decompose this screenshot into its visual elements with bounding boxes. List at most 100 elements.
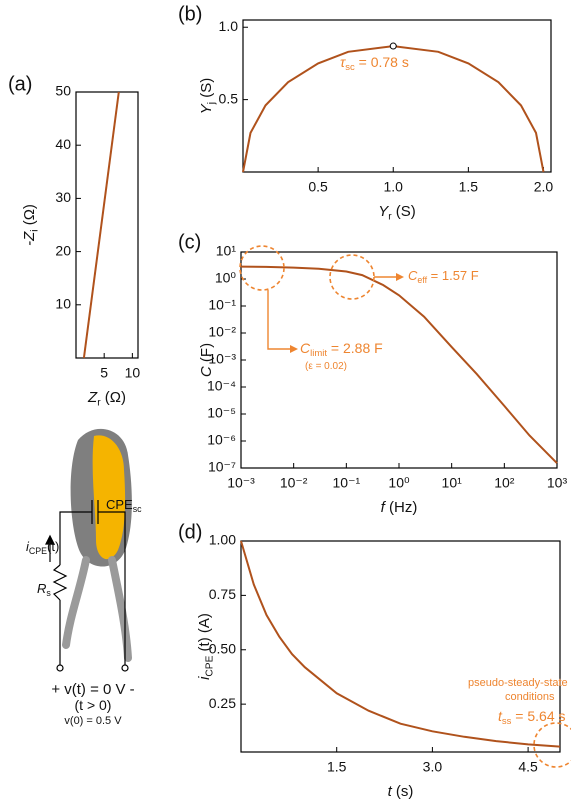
annotations: τsc = 0.78 s (340, 54, 409, 73)
text-part: = 1.57 F (427, 268, 479, 283)
resistor-label: Rs (37, 581, 51, 598)
x-axis-label: f (Hz) (381, 499, 418, 516)
y-tick-label: 10⁻⁵ (207, 405, 236, 421)
y-axis-label: C (F) (198, 343, 215, 377)
x-tick-label: 10 (125, 365, 141, 381)
x-tick-label: 1.5 (459, 179, 479, 195)
current-label: iCPE(t) (26, 539, 59, 556)
dashed-circle (239, 245, 285, 291)
text-part: CPE (106, 497, 133, 512)
circuit (45, 500, 129, 672)
device-core (92, 435, 126, 560)
y-tick-label: 10⁰ (215, 270, 237, 286)
text-part: (t) (47, 539, 59, 554)
panel: (c) 10⁻³ 10⁻² 10⁻¹ 10⁰ 10¹ 10² 10³ 10⁻⁷ 10⁻⁶ 10⁻⁵ 1… (178, 231, 567, 516)
y-tick-label: 30 (55, 189, 71, 205)
y-tick-label: 10⁻⁷ (208, 459, 236, 475)
capacitor-label: CPEsc (106, 497, 142, 514)
text-part: (S) (198, 78, 215, 102)
device-diagram (45, 428, 132, 672)
initial-label: v(0) = 0.5 V (64, 715, 122, 727)
annotation: τsc = 0.78 s (340, 54, 409, 73)
marker (389, 42, 397, 50)
x-tick-label: 3.0 (423, 759, 443, 775)
symbol: Y (378, 203, 389, 220)
y-tick-label: 0.75 (209, 586, 236, 602)
capacitor-plates (91, 500, 99, 524)
plot-frame (75, 91, 139, 359)
text-part: = 2.88 F (327, 340, 383, 356)
panel-label: (b) (178, 3, 202, 25)
subscript: eff (417, 275, 427, 285)
text-part: conditions (505, 691, 555, 703)
symbol: Z (87, 389, 98, 406)
y-tick-label: 0.25 (209, 695, 236, 711)
resistor (52, 564, 68, 601)
arrow (267, 290, 290, 350)
terminal (56, 664, 64, 672)
y-tick-label: 10⁻³ (208, 351, 236, 367)
x-tick-label: 1.0 (384, 179, 404, 195)
annotation: (ε = 0.02) (305, 361, 347, 372)
voltage-label: + v(t) = 0 V - (51, 681, 134, 698)
y-tick-label: 10⁻⁴ (207, 378, 236, 394)
x-tick-label: 10⁰ (388, 475, 410, 491)
y-tick-label: 1.00 (209, 532, 236, 548)
subscript: ss (502, 716, 512, 727)
y-tick-label: 10 (55, 296, 71, 312)
arrow-head (45, 534, 55, 545)
x-axis-label: t (s) (388, 783, 414, 800)
x-axis-label: Yr (S) (378, 203, 416, 222)
x-tick-label: 1.5 (327, 759, 347, 775)
subscript: CPE (204, 655, 215, 676)
text-part: = 5.64 s (511, 708, 565, 724)
x-tick-label: 10¹ (442, 475, 463, 491)
condition-label: (t > 0) (75, 697, 112, 713)
data-line (240, 265, 558, 464)
symbol: C (300, 340, 311, 356)
annotation: Ceff = 1.57 F (408, 268, 479, 285)
wire (59, 511, 126, 665)
x-tick-label: 0.5 (308, 179, 328, 195)
y-tick-label: 40 (55, 136, 71, 152)
symbol: -Z (21, 231, 38, 246)
y-axis-label: -Zi (Ω) (21, 204, 40, 246)
x-axis-label: Zr (Ω) (87, 389, 126, 408)
y-axis-label: Yj (S) (198, 78, 217, 114)
y-tick-label: 10¹ (216, 243, 237, 259)
subscript: sc (345, 62, 355, 73)
symbol: i (196, 676, 213, 680)
text-part: (Ω) (21, 204, 38, 229)
x-tick-label: 4.5 (518, 759, 538, 775)
text-part: (F) (198, 343, 215, 366)
plot-frame (242, 19, 552, 173)
text-part: (Hz) (385, 499, 418, 516)
text-part: pseudo-steady-state (468, 677, 568, 689)
arrow-head (396, 273, 404, 281)
text-part: (s) (392, 783, 414, 800)
subscript: sc (133, 504, 142, 514)
subscript: s (46, 588, 51, 598)
text-part: (Ω) (101, 389, 126, 406)
symbol: f (381, 499, 387, 516)
annotation: pseudo-steady-state (468, 677, 568, 689)
y-tick-label: 0.5 (219, 90, 239, 106)
text-part: (S) (392, 203, 416, 220)
text-part: = 0.78 s (355, 54, 409, 70)
data-line (82, 91, 120, 359)
panel: (b)0.5 1.0 1.5 2.00.51.0Yr (S)Yj (S)τsc = 0… (178, 3, 553, 222)
symbol: R (37, 581, 46, 596)
subscript: r (388, 211, 392, 222)
annotations: Ceff = 1.57 F Climit = 2.88 F (ε = 0.02) (239, 245, 479, 372)
subscript: r (97, 397, 101, 408)
x-tick-label: 5 (100, 365, 108, 381)
y-tick-label: 10⁻⁶ (207, 432, 236, 448)
x-tick-label: 10³ (547, 475, 568, 491)
symbol: Y (198, 103, 215, 114)
annotation: Climit = 2.88 F (300, 340, 383, 359)
panel-label: (c) (178, 231, 201, 253)
panel-label: (d) (178, 521, 202, 543)
symbol: t (498, 708, 503, 724)
text-part: v(0) = 0.5 V (64, 715, 122, 727)
